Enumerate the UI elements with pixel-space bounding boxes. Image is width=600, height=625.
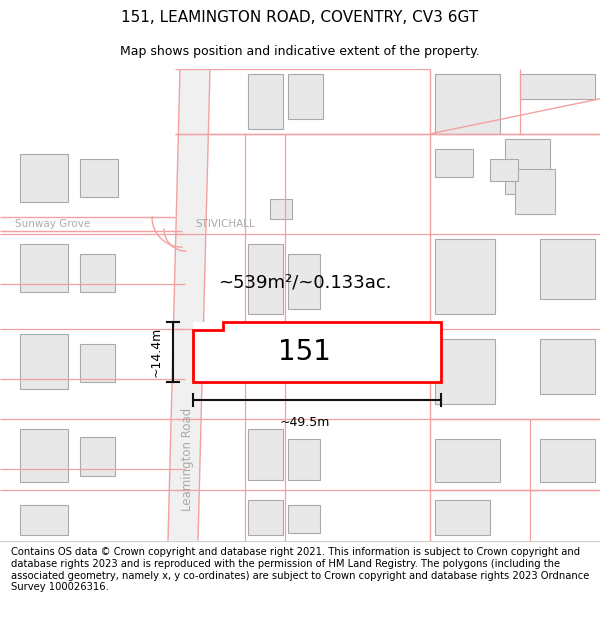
Text: Leamington Road: Leamington Road <box>182 408 194 511</box>
Bar <box>520 74 595 99</box>
Bar <box>435 339 495 404</box>
Bar <box>20 244 68 292</box>
Bar <box>248 244 283 314</box>
Bar <box>20 504 68 534</box>
Polygon shape <box>168 69 210 541</box>
Bar <box>20 154 68 202</box>
Bar <box>248 499 283 534</box>
Bar <box>515 169 555 214</box>
Text: 151: 151 <box>278 338 331 366</box>
Text: 151, LEAMINGTON ROAD, COVENTRY, CV3 6GT: 151, LEAMINGTON ROAD, COVENTRY, CV3 6GT <box>121 9 479 24</box>
Bar <box>80 159 118 197</box>
Bar <box>288 74 323 119</box>
Bar <box>540 339 595 394</box>
Bar <box>248 74 283 129</box>
Text: ~539m²/~0.133ac.: ~539m²/~0.133ac. <box>218 273 391 291</box>
Bar <box>288 254 320 309</box>
Bar <box>80 344 115 382</box>
Text: ~49.5m: ~49.5m <box>280 416 330 429</box>
Bar <box>435 499 490 534</box>
Bar <box>20 429 68 481</box>
Bar <box>20 334 68 389</box>
Bar <box>193 322 441 382</box>
Bar <box>80 254 115 292</box>
Bar <box>435 439 500 481</box>
Bar <box>80 438 115 476</box>
Text: Sunway Grove: Sunway Grove <box>15 219 90 229</box>
Text: Map shows position and indicative extent of the property.: Map shows position and indicative extent… <box>120 45 480 58</box>
Bar <box>435 74 500 134</box>
Bar <box>435 239 495 314</box>
Text: ~14.4m: ~14.4m <box>150 327 163 378</box>
Bar <box>270 199 292 219</box>
Bar <box>540 439 595 481</box>
Text: Contains OS data © Crown copyright and database right 2021. This information is : Contains OS data © Crown copyright and d… <box>11 548 589 592</box>
Bar <box>505 139 550 194</box>
Bar <box>540 239 595 299</box>
Polygon shape <box>193 322 441 382</box>
Bar <box>490 159 518 181</box>
Bar <box>435 149 473 177</box>
Bar <box>288 439 320 479</box>
Bar <box>288 504 320 532</box>
Bar <box>248 429 283 479</box>
Text: STIVICHALL: STIVICHALL <box>195 219 255 229</box>
